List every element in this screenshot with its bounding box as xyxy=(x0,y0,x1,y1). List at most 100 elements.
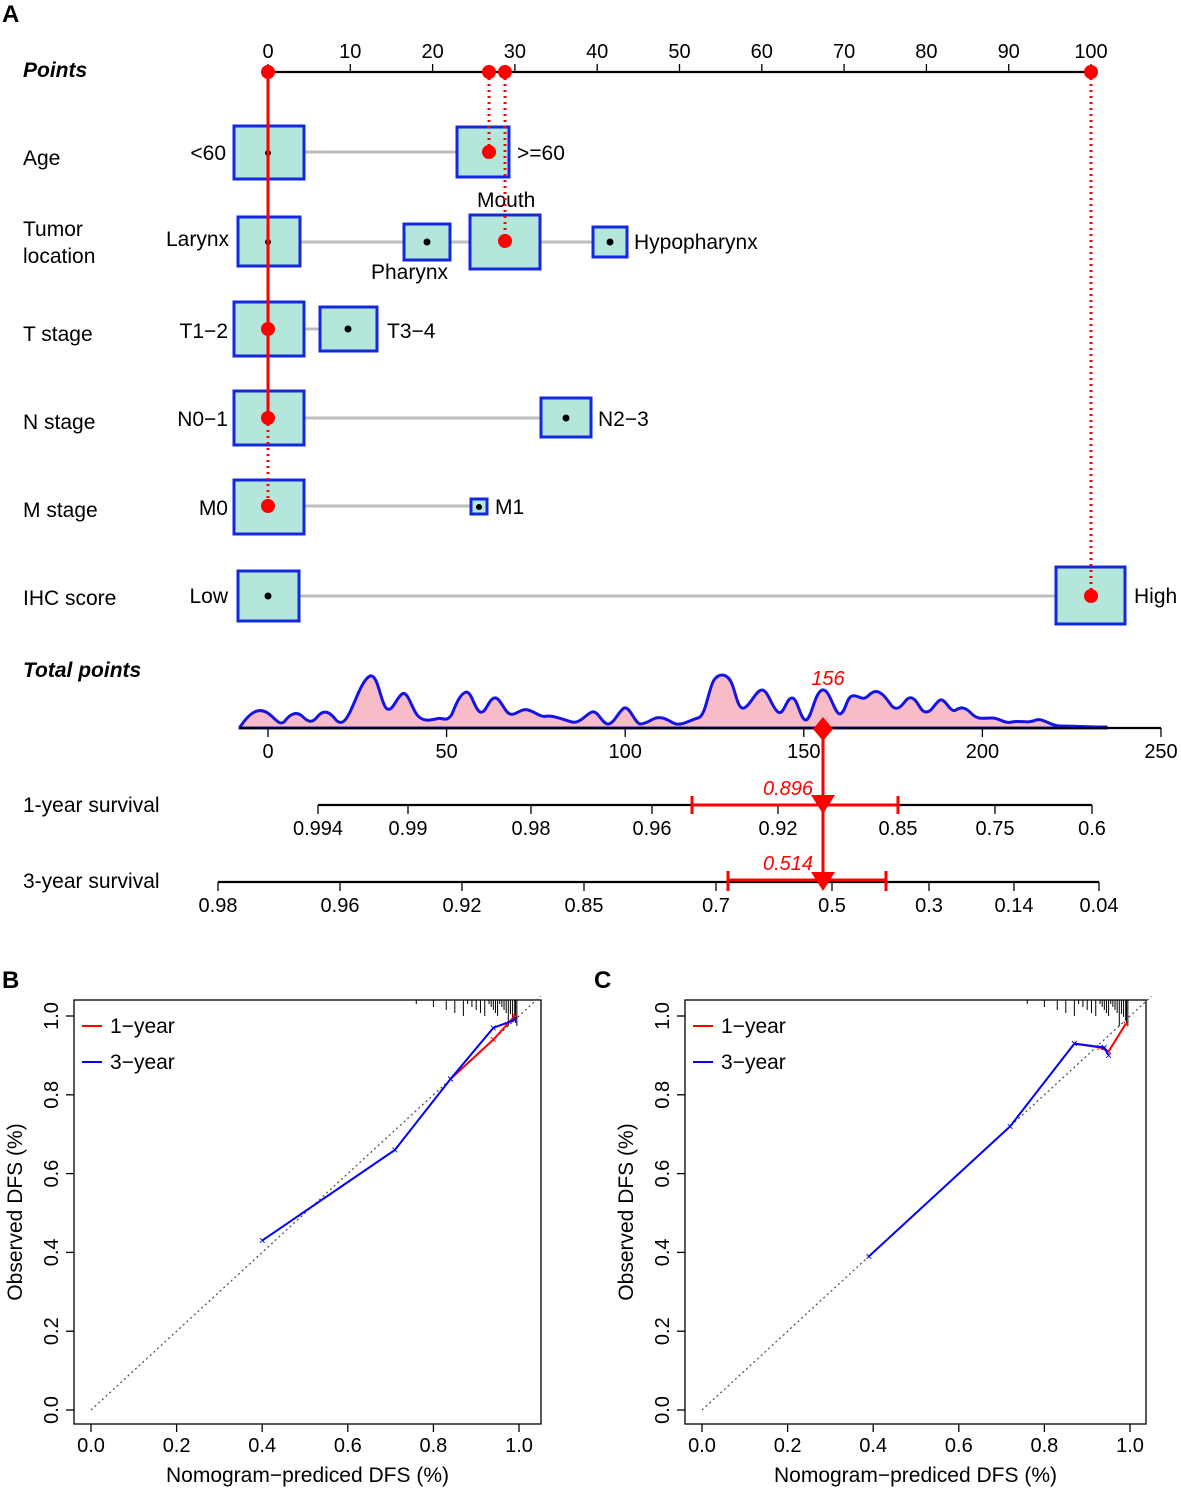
points-tick-label: 10 xyxy=(339,41,361,63)
ihc-selected-dot xyxy=(1084,589,1098,603)
var-label-age: Age xyxy=(23,147,60,170)
var-label-tumor-1: Tumor xyxy=(23,218,83,241)
tumor-box-hypopharynx xyxy=(591,225,629,259)
series-point: × xyxy=(1122,1017,1129,1031)
n-level-n01: N0−1 xyxy=(177,408,228,431)
points-tick-label: 50 xyxy=(668,41,690,63)
y-tick-label: 0.8 xyxy=(652,1081,674,1109)
series-line-3-year xyxy=(868,1042,1110,1258)
t-level-t34: T3−4 xyxy=(387,320,436,343)
surv1-ticks: 0.994 0.99 0.98 0.96 0.92 0.85 0.75 0.6 xyxy=(293,805,1106,840)
points-tick-label: 20 xyxy=(421,41,443,63)
point-marker-0 xyxy=(261,65,275,79)
tumor-box-pharynx xyxy=(402,222,452,262)
y-tick-label: 1.0 xyxy=(652,1002,674,1030)
tumor-level-pharynx: Pharynx xyxy=(371,261,449,284)
series-point: × xyxy=(259,1234,266,1248)
age-selected-dot xyxy=(482,145,496,159)
total-points-title: Total points xyxy=(23,659,141,682)
points-tick-label: 70 xyxy=(833,41,855,63)
x-tick-label: 0.2 xyxy=(163,1435,191,1457)
x-tick-label: 0.0 xyxy=(77,1435,105,1457)
points-ticks: 0 10 20 30 40 50 60 70 80 90 100 xyxy=(262,41,1108,72)
x-tick-label: 0.8 xyxy=(1030,1435,1058,1457)
series-line-1-year xyxy=(449,1015,516,1080)
surv1-tick-label: 0.994 xyxy=(293,818,343,840)
m-level-m0: M0 xyxy=(199,497,228,520)
total-tick-label: 100 xyxy=(609,741,642,763)
legend-label: 1−year xyxy=(721,1015,786,1038)
series-point: × xyxy=(1101,1041,1108,1055)
x-axis-title: Nomogram−prediced DFS (%) xyxy=(166,1464,449,1487)
t-level-t12: T1−2 xyxy=(180,320,228,343)
total-tick-label: 200 xyxy=(966,741,999,763)
series-point: × xyxy=(1071,1037,1078,1051)
y-tick-label: 0.8 xyxy=(41,1081,63,1109)
var-label-ihc: IHC score xyxy=(23,587,116,610)
total-points-value: 156 xyxy=(811,668,845,690)
tumor-level-larynx: Larynx xyxy=(166,228,230,251)
surv1-tick-label: 0.6 xyxy=(1078,818,1106,840)
panel-c-label: C xyxy=(594,967,611,994)
total-tick-label: 0 xyxy=(262,741,273,763)
m-dot-m1 xyxy=(476,504,482,510)
points-title: Points xyxy=(23,59,87,82)
plot-frame xyxy=(684,999,1147,1425)
x-tick-label: 1.0 xyxy=(505,1435,533,1457)
y-tick-label: 1.0 xyxy=(41,1002,63,1030)
total-tick-label: 50 xyxy=(435,741,457,763)
y-axis-title: Observed DFS (%) xyxy=(615,1123,638,1300)
surv1-tick-label: 0.99 xyxy=(389,818,428,840)
y-tick-label: 0.6 xyxy=(41,1160,63,1188)
age-level-lt60: <60 xyxy=(190,142,226,165)
series-point: × xyxy=(511,1009,518,1023)
x-tick-label: 0.6 xyxy=(334,1435,362,1457)
y-tick-label: 0.2 xyxy=(652,1317,674,1345)
x-tick-label: 0.4 xyxy=(248,1435,276,1457)
surv3-tick-label: 0.04 xyxy=(1080,895,1119,917)
tumor-level-hypopharynx: Hypopharynx xyxy=(634,231,758,254)
x-tick-label: 0.6 xyxy=(945,1435,973,1457)
surv3-tick-label: 0.7 xyxy=(702,895,730,917)
series-point: × xyxy=(1105,1044,1112,1058)
ihc-level-low: Low xyxy=(189,585,228,608)
tumor-level-mouth: Mouth xyxy=(477,189,535,212)
m-level-m1: M1 xyxy=(495,496,524,519)
calibration-plot-c: 0.0 0.0 0.2 0.2 0.4 0.4 0.6 0.6 0.8 0.8 1.0 1.0 Nomo… xyxy=(615,995,1152,1487)
point-marker-ihc xyxy=(1084,65,1098,79)
surv3-tick-label: 0.96 xyxy=(321,895,360,917)
surv1-tick-label: 0.96 xyxy=(633,818,672,840)
ihc-dot-low xyxy=(264,592,272,600)
var-label-n-stage: N stage xyxy=(23,411,95,434)
tumor-dot-pharynx xyxy=(423,238,431,246)
surv3-ticks: 0.98 0.96 0.92 0.85 0.7 0.5 0.3 0.14 0.04 xyxy=(199,882,1119,917)
var-label-m-stage: M stage xyxy=(23,499,98,522)
surv3-label: 3-year survival xyxy=(23,870,160,893)
series-point: × xyxy=(865,1249,872,1263)
legend-label: 3−year xyxy=(721,1051,786,1074)
points-tick-label: 40 xyxy=(586,41,608,63)
mouth-selected-dot xyxy=(498,234,512,248)
surv3-tick-label: 0.92 xyxy=(443,895,482,917)
var-label-t-stage: T stage xyxy=(23,323,93,346)
n-dot-n23 xyxy=(562,414,570,422)
surv1-label: 1-year survival xyxy=(23,794,160,817)
calibration-plot-b: 0.0 0.0 0.2 0.2 0.4 0.4 0.6 0.6 0.8 0.8 1.0 1.0 Nomo… xyxy=(4,995,542,1487)
legend-label: 1−year xyxy=(110,1015,175,1038)
ihc-level-high: High xyxy=(1134,585,1177,608)
m-selected-dot xyxy=(261,499,275,513)
total-diamond-marker xyxy=(813,717,833,741)
t-dot-t34 xyxy=(344,325,352,333)
series-point: × xyxy=(490,1033,497,1047)
x-tick-label: 0.4 xyxy=(859,1435,887,1457)
surv3-tick-label: 0.14 xyxy=(995,895,1034,917)
surv1-marker xyxy=(811,795,835,814)
y-axis-title: Observed DFS (%) xyxy=(4,1123,27,1300)
total-points-density xyxy=(238,673,1108,730)
surv3-marker xyxy=(811,872,835,891)
n-selected-dot xyxy=(261,411,275,425)
plot-frame xyxy=(73,999,542,1425)
var-label-tumor-2: location xyxy=(23,245,95,268)
age-level-ge60: >=60 xyxy=(517,142,565,165)
panel-b-label: B xyxy=(2,967,19,994)
